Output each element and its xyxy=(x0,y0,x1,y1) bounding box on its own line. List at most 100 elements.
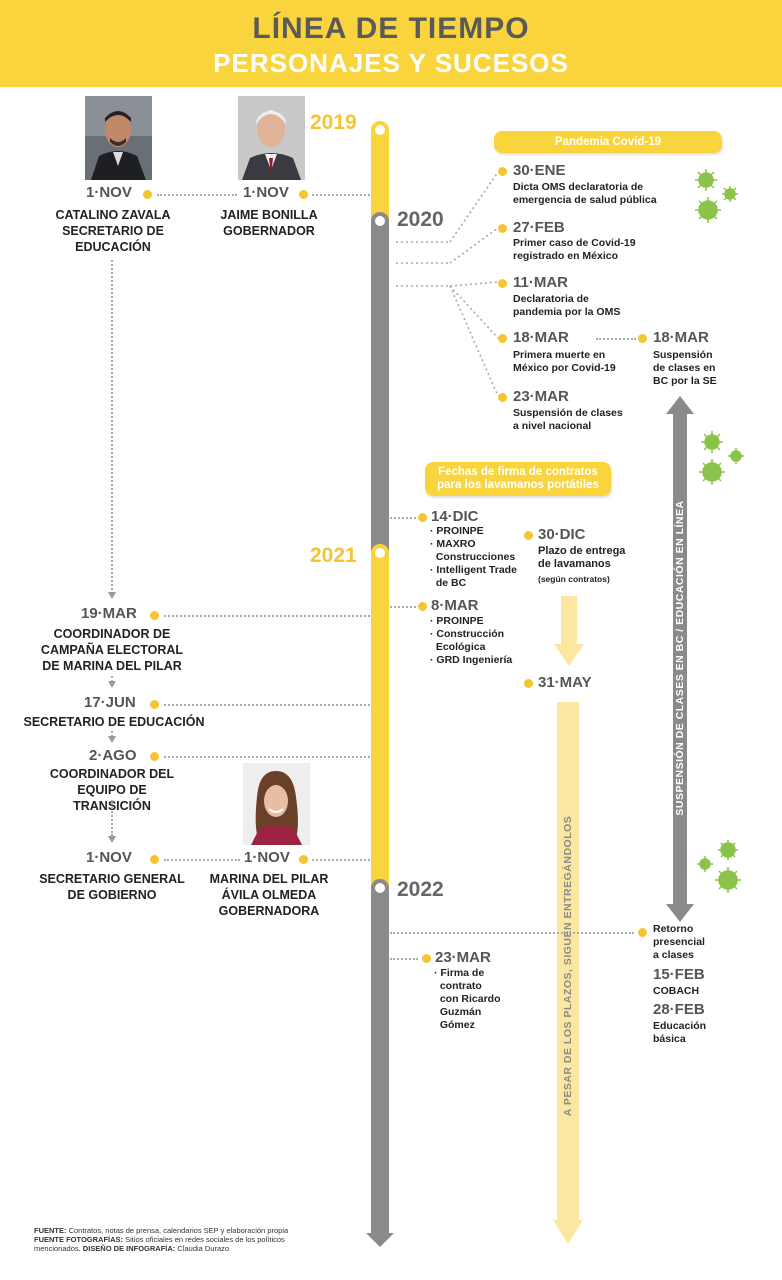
text-retorno-presencial: Retorno presencial a clases xyxy=(653,923,705,961)
dot-19mar xyxy=(150,611,159,620)
date-1nov-secretario-gobierno: 1·NOV xyxy=(86,849,132,866)
dot-11mar xyxy=(498,279,507,288)
dot-14dic xyxy=(418,513,427,522)
covid-connectors xyxy=(396,171,499,397)
year-2021: 2021 xyxy=(310,544,357,567)
dot-18mar-muerte xyxy=(498,334,507,343)
text-15feb: COBACH xyxy=(653,985,700,997)
dot-31may xyxy=(524,679,533,688)
dot-retorno xyxy=(638,928,647,937)
page-subtitle: PERSONAJES Y SUCESOS xyxy=(213,48,569,78)
photo-catalino-zavala xyxy=(85,96,152,180)
date-1nov-zavala: 1·NOV xyxy=(86,184,132,201)
dot-23mar-2022 xyxy=(422,954,431,963)
connector xyxy=(164,704,370,706)
connector xyxy=(111,260,113,590)
date-14dic: 14·DIC xyxy=(431,508,479,525)
connector xyxy=(164,615,370,617)
connector xyxy=(312,194,370,196)
label-2ago: COORDINADOR DEL EQUIPO DE TRANSICIÓN xyxy=(49,767,175,813)
label-suspension-clases: SUSPENSIÓN DE CLASES EN BC / EDUCACIÓN E… xyxy=(674,500,686,816)
photo-jaime-bonilla xyxy=(238,96,305,180)
dot-1nov-bonilla xyxy=(299,190,308,199)
connector xyxy=(390,932,634,934)
photo-marina-del-pilar xyxy=(243,763,310,845)
arrow-plazo-down-icon xyxy=(554,596,584,666)
date-31may: 31·MAY xyxy=(538,674,592,691)
dot-2ago xyxy=(150,752,159,761)
header-banner: LÍNEA DE TIEMPO PERSONAJES Y SUCESOS xyxy=(0,0,782,87)
footer-credits: FUENTE: Contratos, notas de prensa, cale… xyxy=(34,1226,324,1253)
date-15feb: 15·FEB xyxy=(653,966,705,983)
text-18mar-muerte: Primera muerte en México por Covid-19 xyxy=(513,349,616,374)
virus-icon xyxy=(697,840,741,893)
date-18mar-muerte: 18·MAR xyxy=(513,329,569,346)
dot-17jun xyxy=(150,700,159,709)
label-19mar: COORDINADOR DE CAMPAÑA ELECTORAL DE MARI… xyxy=(40,627,184,673)
connector xyxy=(111,800,113,836)
date-27feb: 27·FEB xyxy=(513,219,565,236)
text-23mar-2022: · Firma de contrato con Ricardo Guzmán G… xyxy=(434,967,501,1031)
dot-8mar xyxy=(418,602,427,611)
date-30ene: 30·ENE xyxy=(513,162,566,179)
text-11mar: Declaratoria de pandemia por la OMS xyxy=(513,293,621,318)
year-2020: 2020 xyxy=(397,208,444,231)
pill-pandemia-covid: Pandemia Covid-19 xyxy=(494,131,722,153)
list-8mar: · PROINPE · Construcción Ecológica · GRD… xyxy=(430,615,513,666)
date-8mar: 8·MAR xyxy=(431,597,479,614)
connector xyxy=(157,194,237,196)
dot-1nov-secretario-gobierno xyxy=(150,855,159,864)
arrow-down-icon xyxy=(108,681,116,688)
suspension-arrow xyxy=(666,396,694,922)
connector xyxy=(312,859,370,861)
connector xyxy=(164,859,240,861)
page-title: LÍNEA DE TIEMPO xyxy=(252,12,530,45)
date-18mar-suspension: 18·MAR xyxy=(653,329,709,346)
text-28feb: Educación básica xyxy=(653,1020,707,1045)
dot-18mar-suspension xyxy=(638,334,647,343)
connector xyxy=(111,676,113,682)
arrow-siguen-entregando xyxy=(553,702,583,1244)
dot-1nov-marina xyxy=(299,855,308,864)
label-secretario-gobierno: SECRETARIO GENERAL DE GOBIERNO xyxy=(39,872,185,902)
text-30ene: Dicta OMS declaratoria de emergencia de … xyxy=(513,181,657,206)
dot-1nov-zavala xyxy=(143,190,152,199)
label-17jun: SECRETARIO DE EDUCACIÓN xyxy=(23,715,205,729)
text-30dic: Plazo de entrega de lavamanos xyxy=(538,545,626,570)
dot-27feb xyxy=(498,224,507,233)
label-jaime-bonilla: JAIME BONILLA GOBERNADOR xyxy=(220,208,318,238)
year-2022: 2022 xyxy=(397,878,444,901)
date-23mar-2020: 23·MAR xyxy=(513,388,569,405)
arrow-down-icon xyxy=(108,592,116,599)
date-17jun: 17·JUN xyxy=(84,694,136,711)
date-2ago: 2·AGO xyxy=(89,747,137,764)
connector xyxy=(390,958,418,960)
date-30dic: 30·DIC xyxy=(538,526,586,543)
date-1nov-bonilla: 1·NOV xyxy=(243,184,289,201)
label-marina-del-pilar: MARINA DEL PILAR ÁVILA OLMEDA GOBERNADOR… xyxy=(209,872,329,918)
date-28feb: 28·FEB xyxy=(653,1001,705,1018)
connector xyxy=(390,517,416,519)
main-timeline xyxy=(366,121,394,1247)
date-11mar: 11·MAR xyxy=(513,274,569,291)
label-a-pesar-de-los-plazos: A PESAR DE LOS PLAZOS, SIGUEN ENTREGÁNDO… xyxy=(562,815,574,1117)
connector xyxy=(164,756,370,758)
text-23mar-2020: Suspensión de clases a nivel nacional xyxy=(513,407,623,432)
arrow-down-icon xyxy=(108,836,116,843)
year-2019: 2019 xyxy=(310,111,357,134)
arrow-down-icon xyxy=(108,736,116,743)
text-18mar-suspension: Suspensión de clases en BC por la SE xyxy=(653,349,717,387)
text-27feb: Primer caso de Covid-19 registrado en Mé… xyxy=(513,237,636,262)
list-14dic: · PROINPE · MAXRO Construcciones · Intel… xyxy=(430,525,517,589)
dot-30ene xyxy=(498,167,507,176)
dot-30dic xyxy=(524,531,533,540)
footer-fotografias: FUENTE FOTOGRAFÍAS: Sitios oficiales en … xyxy=(34,1235,285,1253)
label-catalino-zavala: CATALINO ZAVALA SECRETARIO DE EDUCACIÓN xyxy=(55,208,171,254)
note-30dic: (según contratos) xyxy=(538,574,610,584)
date-19mar: 19·MAR xyxy=(81,605,137,622)
date-23mar-2022: 23·MAR xyxy=(435,949,491,966)
virus-icon xyxy=(699,431,744,485)
date-1nov-marina: 1·NOV xyxy=(244,849,290,866)
connector xyxy=(111,731,113,737)
dot-23mar-2020 xyxy=(498,393,507,402)
